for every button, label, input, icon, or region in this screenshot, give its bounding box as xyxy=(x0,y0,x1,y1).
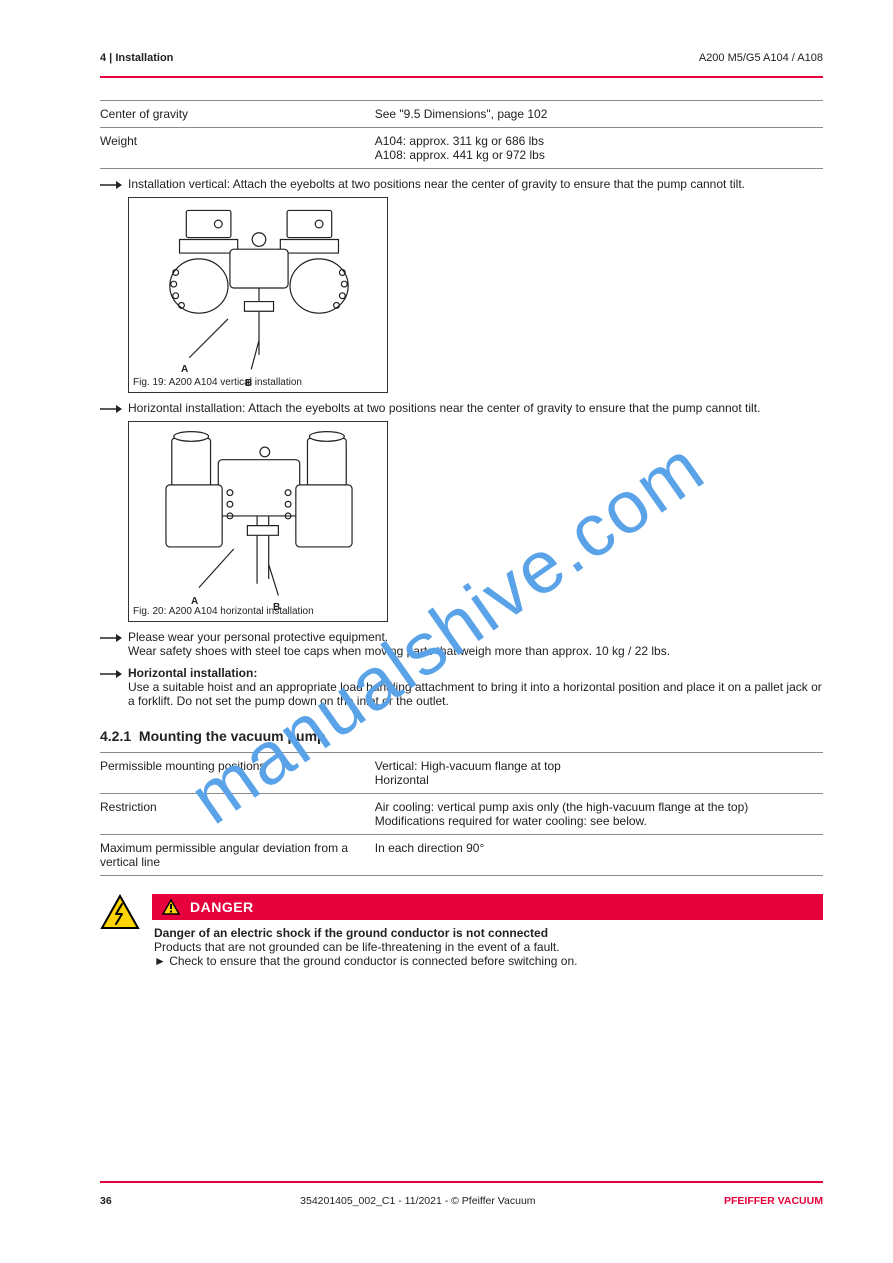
page-footer: 36 354201405_002_C1 - 11/2021 - © Pfeiff… xyxy=(100,1195,823,1207)
step-body: Installation vertical: Attach the eyebol… xyxy=(128,177,823,393)
cell-value: See "9.5 Dimensions", page 102 xyxy=(375,101,823,128)
step-4: Horizontal installation: Use a suitable … xyxy=(100,666,823,708)
arrow-icon xyxy=(100,666,128,708)
cell-label: Restriction xyxy=(100,794,375,835)
top-rule xyxy=(100,76,823,78)
page-root: 4 | Installation A200 M5/G5 A104 / A108 … xyxy=(0,0,893,1263)
danger-text: Danger of an electric shock if the groun… xyxy=(152,920,823,968)
section-number-header: 4 | Installation xyxy=(100,52,173,64)
page-number: 36 xyxy=(100,1195,112,1207)
figure-label-b: B xyxy=(245,378,252,389)
electric-hazard-icon xyxy=(100,894,140,968)
figure-horizontal-install: A B Fig. 20: A200 A104 horizontal instal… xyxy=(128,421,388,622)
step-text: Installation vertical: Attach the eyebol… xyxy=(128,177,823,191)
step-2: Horizontal installation: Attach the eyeb… xyxy=(100,401,823,622)
main-content: Center of gravity See "9.5 Dimensions", … xyxy=(100,100,823,968)
figure-label-a: A xyxy=(181,364,188,375)
cell-label: Maximum permissible angular deviation fr… xyxy=(100,835,375,876)
table-row: Center of gravity See "9.5 Dimensions", … xyxy=(100,101,823,128)
subsection-title: Mounting the vacuum pump xyxy=(139,728,326,744)
subsection-heading: 4.2.1 Mounting the vacuum pump xyxy=(100,728,823,744)
page-title-header: A200 M5/G5 A104 / A108 xyxy=(699,52,823,64)
figure-vertical-install: A B Fig. 19: A200 A104 vertical installa… xyxy=(128,197,388,393)
figure-caption: Fig. 20: A200 A104 horizontal installati… xyxy=(133,606,383,617)
warning-triangle-icon xyxy=(162,899,180,915)
step-body: Horizontal installation: Use a suitable … xyxy=(128,666,823,708)
subsection-number: 4.2.1 xyxy=(100,728,131,744)
cell-value: A104: approx. 311 kg or 686 lbs A108: ap… xyxy=(375,128,823,169)
figure-drawing xyxy=(133,426,385,601)
spec-table-weight: Center of gravity See "9.5 Dimensions", … xyxy=(100,100,823,169)
cell-label: Permissible mounting positions xyxy=(100,753,375,794)
danger-bar: DANGER xyxy=(152,894,823,920)
table-row: Weight A104: approx. 311 kg or 686 lbs A… xyxy=(100,128,823,169)
footer-brand: PFEIFFER VACUUM xyxy=(724,1195,823,1207)
figure-drawing xyxy=(133,202,385,372)
step-1: Installation vertical: Attach the eyebol… xyxy=(100,177,823,393)
bottom-rule xyxy=(100,1181,823,1183)
step-subtitle: Horizontal installation: xyxy=(128,666,823,680)
table-row: Maximum permissible angular deviation fr… xyxy=(100,835,823,876)
step-text: Use a suitable hoist and an appropriate … xyxy=(128,680,823,708)
mounting-table: Permissible mounting positions Vertical:… xyxy=(100,752,823,876)
step-text: Horizontal installation: Attach the eyeb… xyxy=(128,401,823,415)
figure-caption: Fig. 19: A200 A104 vertical installation xyxy=(133,377,383,388)
step-body: Horizontal installation: Attach the eyeb… xyxy=(128,401,823,622)
figure-label-a: A xyxy=(191,596,198,607)
page-header: 4 | Installation A200 M5/G5 A104 / A108 xyxy=(100,52,823,64)
step-text: Please wear your personal protective equ… xyxy=(128,630,823,658)
figure-label-b: B xyxy=(273,602,280,613)
danger-line: ► Check to ensure that the ground conduc… xyxy=(154,954,821,968)
danger-block: DANGER Danger of an electric shock if th… xyxy=(100,894,823,968)
danger-line: Products that are not grounded can be li… xyxy=(154,940,821,954)
cell-value: Vertical: High-vacuum flange at top Hori… xyxy=(375,753,823,794)
table-row: Restriction Air cooling: vertical pump a… xyxy=(100,794,823,835)
danger-content: DANGER Danger of an electric shock if th… xyxy=(152,894,823,968)
arrow-icon xyxy=(100,401,128,622)
danger-heading: Danger of an electric shock if the groun… xyxy=(154,926,821,940)
step-3: Please wear your personal protective equ… xyxy=(100,630,823,658)
arrow-icon xyxy=(100,630,128,658)
cell-label: Center of gravity xyxy=(100,101,375,128)
danger-label: DANGER xyxy=(190,899,254,915)
arrow-icon xyxy=(100,177,128,393)
cell-value: Air cooling: vertical pump axis only (th… xyxy=(375,794,823,835)
cell-value: In each direction 90° xyxy=(375,835,823,876)
cell-label: Weight xyxy=(100,128,375,169)
table-row: Permissible mounting positions Vertical:… xyxy=(100,753,823,794)
footer-docinfo: 354201405_002_C1 - 11/2021 - © Pfeiffer … xyxy=(300,1195,535,1207)
